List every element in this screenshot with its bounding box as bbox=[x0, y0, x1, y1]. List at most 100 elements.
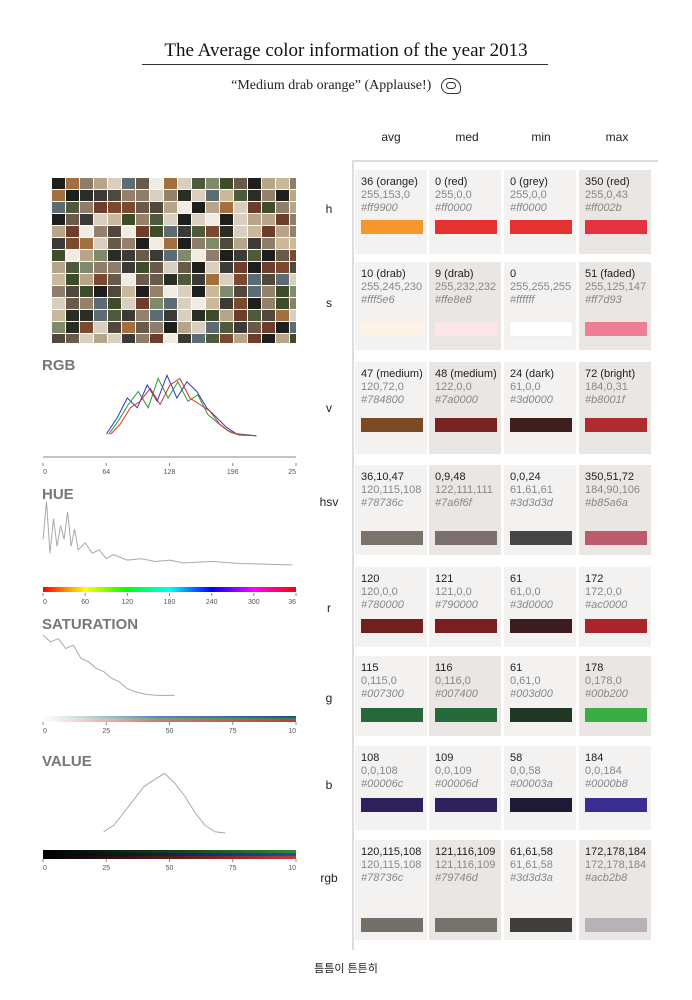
mosaic-tile bbox=[192, 202, 205, 213]
mosaic-tile bbox=[178, 334, 191, 343]
value-band-2 bbox=[43, 856, 296, 859]
mosaic-tile bbox=[122, 262, 135, 273]
cell-line-2: 184,0,31 bbox=[585, 381, 628, 393]
mosaic-tile bbox=[178, 190, 191, 201]
color-swatch bbox=[435, 708, 497, 722]
mosaic-tile bbox=[192, 214, 205, 225]
mosaic-tile bbox=[52, 310, 65, 321]
color-swatch bbox=[585, 798, 647, 812]
mosaic-tile bbox=[220, 310, 233, 321]
mosaic-tile bbox=[122, 214, 135, 225]
mosaic-tile bbox=[192, 226, 205, 237]
mosaic-tile bbox=[276, 298, 289, 309]
value-tick-label: 50 bbox=[166, 865, 174, 872]
color-swatch bbox=[361, 798, 423, 812]
mosaic-tile bbox=[178, 286, 191, 297]
mosaic-tile bbox=[66, 310, 79, 321]
mosaic-tile bbox=[122, 298, 135, 309]
row-label-0: h bbox=[325, 202, 333, 216]
value-band-0 bbox=[43, 850, 296, 853]
color-swatch bbox=[435, 220, 497, 234]
mosaic-tile bbox=[220, 238, 233, 249]
mosaic-tile bbox=[80, 334, 93, 343]
mosaic-tile bbox=[248, 202, 261, 213]
cell-line-3: #007400 bbox=[435, 688, 478, 700]
column-header-max: max bbox=[605, 130, 629, 144]
cell-line-3: #ff0000 bbox=[510, 202, 547, 214]
mosaic-tile bbox=[122, 334, 135, 343]
mosaic-tile bbox=[206, 274, 219, 285]
mosaic-tile bbox=[66, 262, 79, 273]
mosaic-tile bbox=[276, 214, 289, 225]
cell-line-1: 61 bbox=[510, 662, 523, 674]
mosaic-tile bbox=[52, 274, 65, 285]
table-cell: 47 (medium) 120,72,0 #784800 bbox=[355, 362, 427, 454]
mosaic-tile bbox=[262, 322, 275, 333]
mosaic-tile bbox=[52, 322, 65, 333]
mosaic-tile bbox=[94, 250, 107, 261]
mosaic-tile bbox=[234, 334, 247, 343]
mosaic-tile bbox=[178, 202, 191, 213]
rgb-tick-label: 196 bbox=[227, 469, 239, 476]
cell-line-2: 0,0,184 bbox=[585, 765, 622, 777]
mosaic-tile bbox=[234, 274, 247, 285]
cell-line-2: 121,0,0 bbox=[435, 586, 472, 598]
mosaic-tile bbox=[206, 178, 219, 189]
mosaic-tile bbox=[136, 202, 149, 213]
mosaic-tile bbox=[136, 274, 149, 285]
mosaic-tile bbox=[192, 274, 205, 285]
mosaic-tile bbox=[290, 238, 296, 249]
hue-tick-label: 120 bbox=[121, 599, 133, 606]
mosaic-tile bbox=[66, 286, 79, 297]
subtitle-text: “Medium drab orange” (Applause!) bbox=[231, 78, 432, 94]
mosaic-tile bbox=[178, 226, 191, 237]
color-swatch bbox=[361, 619, 423, 633]
mosaic-tile bbox=[164, 286, 177, 297]
rgb-tick-label: 64 bbox=[102, 469, 110, 476]
mosaic-tile bbox=[234, 286, 247, 297]
mosaic-tile bbox=[290, 274, 296, 285]
mosaic-tile bbox=[220, 274, 233, 285]
table-cell: 109 0,0,109 #00006d bbox=[429, 746, 501, 830]
cell-line-2: 0,0,108 bbox=[361, 765, 398, 777]
mosaic-tile bbox=[52, 238, 65, 249]
value-fade bbox=[43, 850, 296, 859]
value-series-line-0 bbox=[103, 772, 226, 834]
mosaic-tile bbox=[66, 250, 79, 261]
mosaic-tile bbox=[192, 298, 205, 309]
table-cell: 61 61,0,0 #3d0000 bbox=[504, 567, 576, 647]
cell-line-1: 36,10,47 bbox=[361, 471, 404, 483]
color-swatch bbox=[361, 708, 423, 722]
mosaic-tile bbox=[220, 226, 233, 237]
table-cell: 48 (medium) 122,0,0 #7a0000 bbox=[429, 362, 501, 454]
cell-line-2: 184,90,106 bbox=[585, 484, 641, 496]
hue-tick-label: 300 bbox=[248, 599, 260, 606]
mosaic-tile bbox=[290, 250, 296, 261]
mosaic-tile bbox=[150, 262, 163, 273]
mosaic-tile bbox=[66, 202, 79, 213]
mosaic-tile bbox=[262, 286, 275, 297]
mosaic-tile bbox=[206, 286, 219, 297]
mosaic-tile bbox=[66, 178, 79, 189]
rgb-tick-label: 128 bbox=[164, 469, 176, 476]
mosaic-tile bbox=[262, 310, 275, 321]
table-cell: 121,116,109 121,116,109 #79746d bbox=[429, 840, 501, 940]
mosaic-tile bbox=[290, 322, 296, 333]
saturation-tick-label: 75 bbox=[229, 728, 237, 735]
cell-line-1: 58 bbox=[510, 752, 523, 764]
mosaic-tile bbox=[52, 190, 65, 201]
mosaic-tile bbox=[164, 190, 177, 201]
mosaic-tile bbox=[276, 178, 289, 189]
clapping-hands-icon bbox=[440, 78, 461, 94]
cell-line-1: 120 bbox=[361, 573, 380, 585]
cell-line-2: 255,125,147 bbox=[585, 281, 647, 293]
mosaic-tile bbox=[234, 310, 247, 321]
table-cell: 350 (red) 255,0,43 #ff002b bbox=[579, 170, 651, 254]
mosaic-tile bbox=[262, 262, 275, 273]
color-swatch bbox=[435, 322, 497, 336]
cell-line-2: 121,116,109 bbox=[435, 859, 496, 871]
cell-line-3: #ff7d93 bbox=[585, 294, 622, 306]
mosaic-tile bbox=[150, 322, 163, 333]
mosaic-tile bbox=[234, 226, 247, 237]
mosaic-tile bbox=[206, 250, 219, 261]
